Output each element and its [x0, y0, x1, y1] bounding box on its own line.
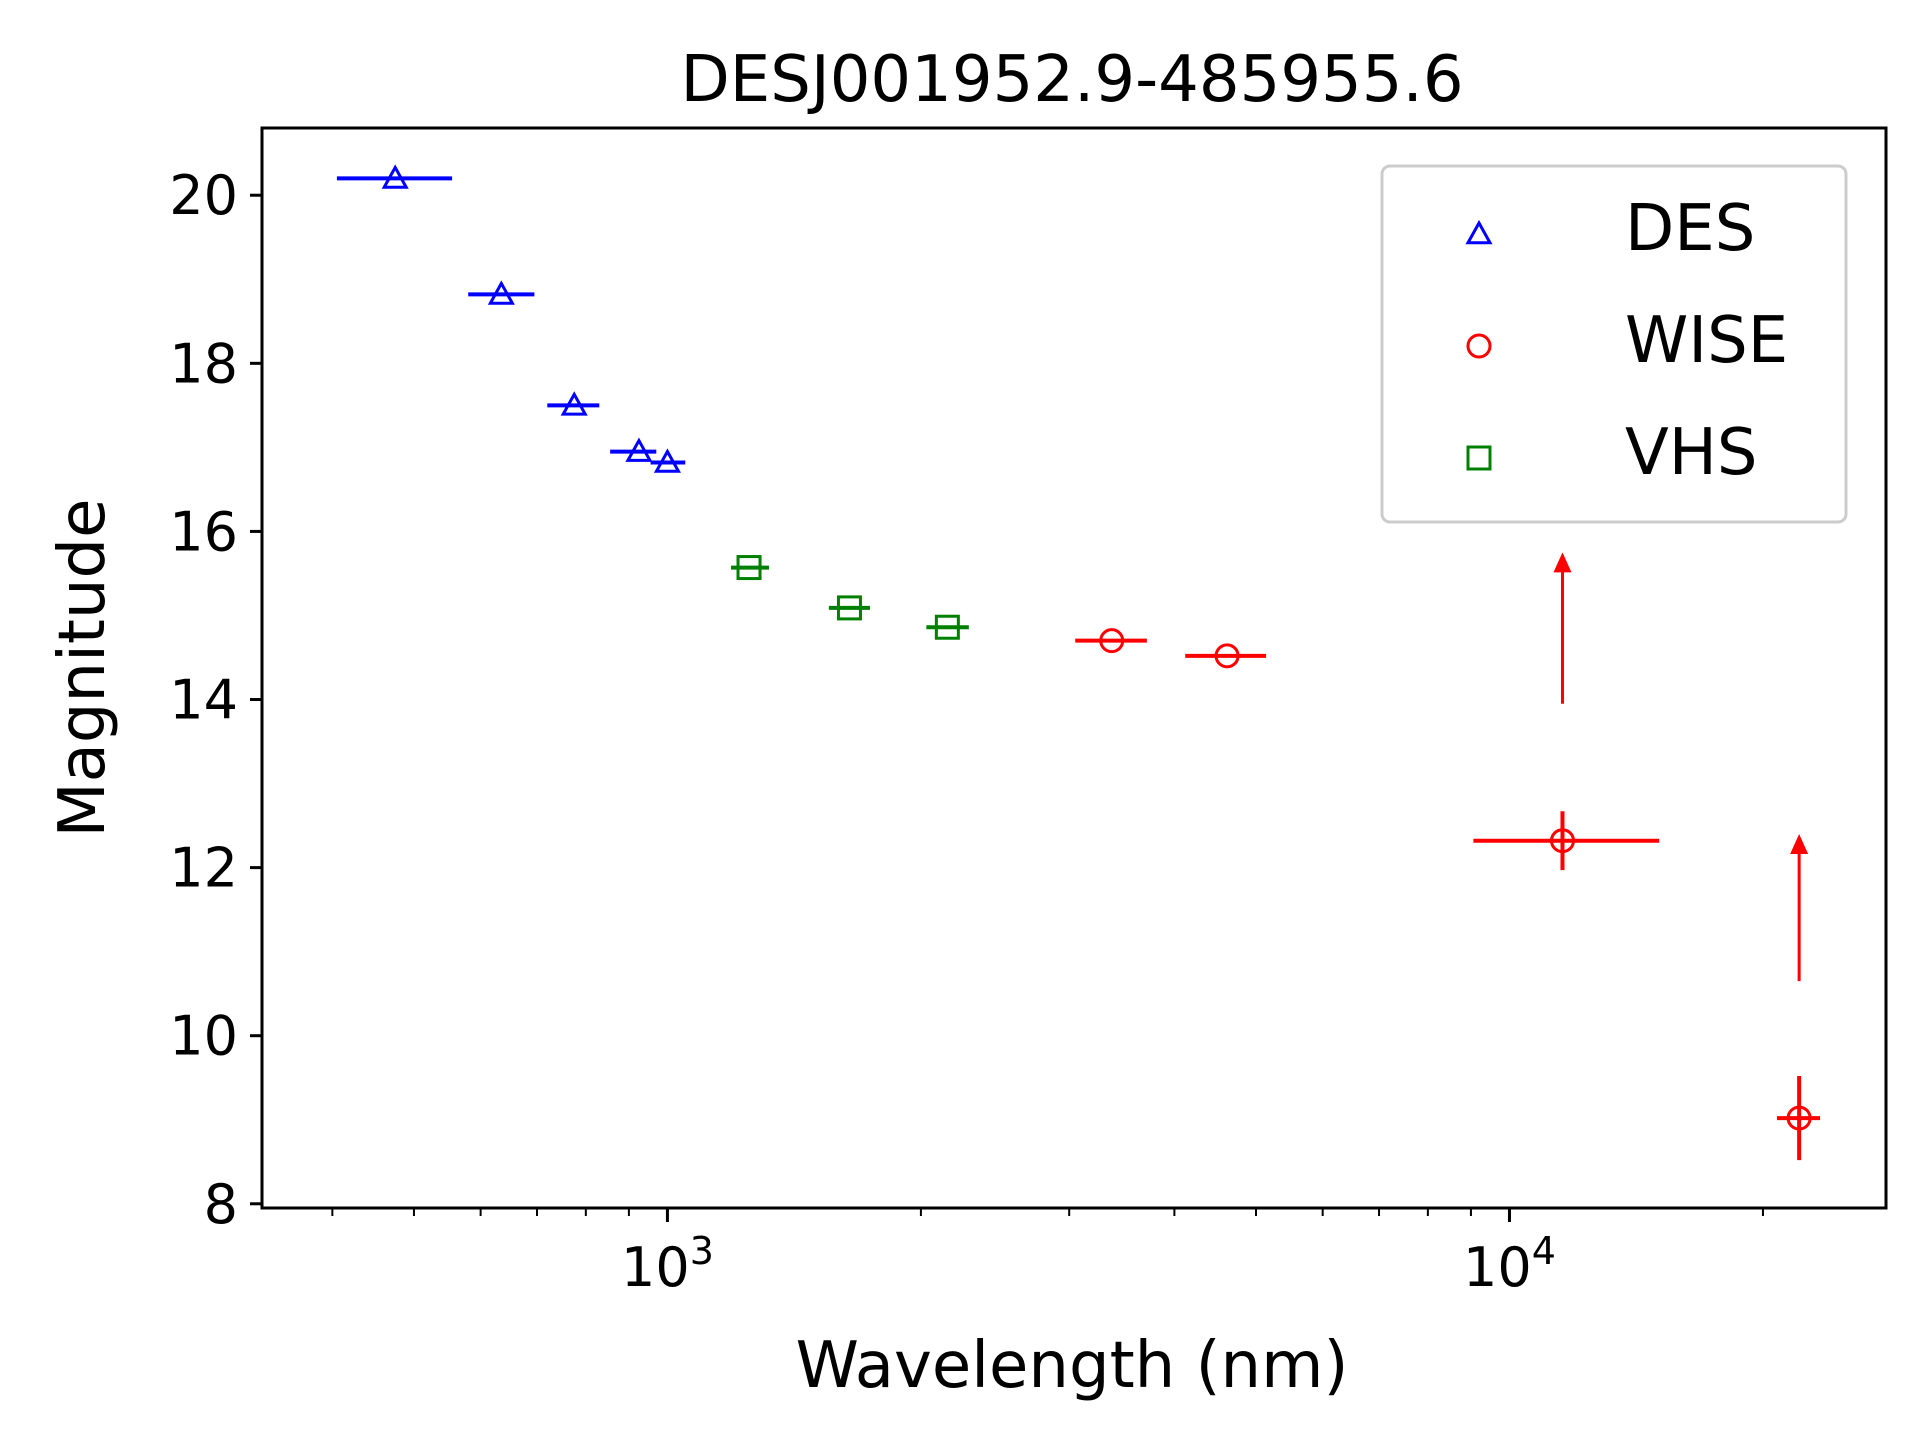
wise-limit-arrow-head — [1553, 552, 1572, 573]
x-tick-label: 104 — [1463, 1229, 1556, 1299]
data-marks — [336, 164, 1821, 1161]
legend-label-vhs: VHS — [1625, 416, 1758, 490]
plot-area-frame — [260, 126, 1888, 1210]
chart-title: DESJ001952.9-485955.6 — [680, 43, 1463, 117]
legend-marker-wise — [1466, 333, 1492, 359]
des-point — [381, 164, 409, 189]
vhs-point — [934, 614, 960, 640]
y-tick-label: 12 — [169, 837, 238, 900]
y-tick-label: 8 — [204, 1173, 238, 1236]
vhs-point — [736, 555, 762, 581]
legend-label-wise: WISE — [1625, 304, 1788, 378]
legend-des-marker — [1465, 219, 1493, 245]
wise-point — [1214, 643, 1240, 669]
y-tick-label: 16 — [169, 500, 238, 563]
axis-ticks: 8 10 12 14 16 18 20 103 104 — [169, 164, 1764, 1299]
des-point — [653, 448, 681, 473]
wise-point — [1786, 1105, 1812, 1131]
des-point — [560, 391, 588, 416]
des-point — [625, 437, 653, 462]
wise-point — [1549, 828, 1575, 854]
y-axis-label: Magnitude — [46, 498, 120, 837]
legend-vhs-marker — [1466, 445, 1492, 471]
wise-limit-arrow-head — [1790, 833, 1809, 854]
x-axis-label: Wavelength (nm) — [796, 1329, 1349, 1403]
y-tick-label: 10 — [169, 1005, 238, 1068]
legend-wise-marker — [1466, 333, 1492, 359]
legend-frame — [1380, 164, 1848, 524]
legend-marker-des — [1465, 219, 1493, 245]
legend-marker-vhs — [1466, 445, 1492, 471]
legend-label-des: DES — [1625, 192, 1755, 266]
wise-point — [1099, 628, 1125, 654]
x-tick-label: 103 — [621, 1229, 714, 1299]
des-point — [487, 280, 515, 305]
y-tick-label: 20 — [169, 164, 238, 227]
legend: DES WISE VHS — [1380, 164, 1848, 524]
vhs-point — [836, 595, 862, 621]
y-tick-label: 14 — [169, 669, 238, 732]
y-tick-label: 18 — [169, 332, 238, 395]
